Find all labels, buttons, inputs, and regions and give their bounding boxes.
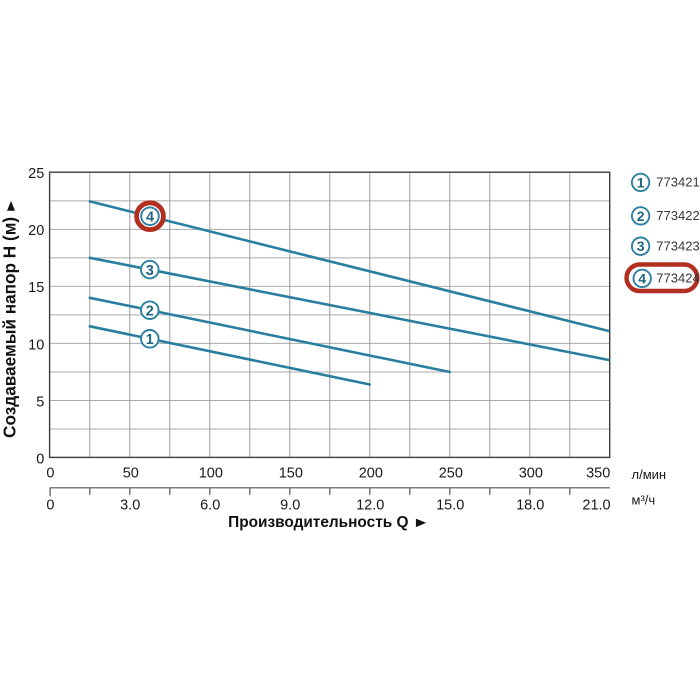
svg-text:5: 5 bbox=[36, 394, 44, 410]
svg-text:9.0: 9.0 bbox=[280, 497, 300, 513]
svg-text:0: 0 bbox=[46, 497, 54, 513]
svg-text:4: 4 bbox=[146, 209, 154, 225]
svg-text:м³/ч: м³/ч bbox=[632, 493, 656, 508]
svg-text:20: 20 bbox=[28, 223, 44, 239]
svg-text:25: 25 bbox=[28, 166, 44, 182]
svg-text:2: 2 bbox=[146, 303, 154, 319]
svg-text:773423: 773423 bbox=[656, 238, 699, 253]
svg-text:15: 15 bbox=[28, 280, 44, 296]
svg-text:150: 150 bbox=[279, 466, 303, 482]
svg-text:250: 250 bbox=[439, 466, 463, 482]
svg-text:Создаваемый напор H (м): Создаваемый напор H (м) bbox=[0, 217, 19, 438]
svg-text:3: 3 bbox=[637, 238, 645, 254]
svg-text:1: 1 bbox=[637, 174, 645, 190]
svg-text:2: 2 bbox=[637, 208, 645, 224]
svg-text:50: 50 bbox=[123, 466, 139, 482]
svg-text:15.0: 15.0 bbox=[436, 497, 464, 513]
svg-text:3.0: 3.0 bbox=[120, 497, 140, 513]
svg-text:л/мин: л/мин bbox=[632, 467, 667, 482]
svg-text:200: 200 bbox=[359, 466, 383, 482]
svg-text:0: 0 bbox=[46, 466, 54, 482]
svg-text:350: 350 bbox=[586, 466, 610, 482]
svg-text:6.0: 6.0 bbox=[200, 497, 220, 513]
svg-text:12.0: 12.0 bbox=[356, 497, 384, 513]
svg-text:100: 100 bbox=[199, 466, 223, 482]
svg-text:0: 0 bbox=[36, 451, 44, 467]
svg-text:4: 4 bbox=[638, 270, 646, 286]
svg-text:300: 300 bbox=[519, 466, 543, 482]
svg-text:21.0: 21.0 bbox=[582, 497, 610, 513]
svg-text:1: 1 bbox=[146, 332, 154, 348]
svg-text:3: 3 bbox=[146, 263, 154, 279]
svg-text:773422: 773422 bbox=[656, 208, 699, 223]
svg-text:Производительность Q: Производительность Q bbox=[228, 514, 408, 531]
svg-text:773421: 773421 bbox=[656, 175, 699, 190]
svg-text:10: 10 bbox=[28, 337, 44, 353]
svg-text:773424: 773424 bbox=[656, 271, 699, 286]
svg-text:18.0: 18.0 bbox=[516, 497, 544, 513]
